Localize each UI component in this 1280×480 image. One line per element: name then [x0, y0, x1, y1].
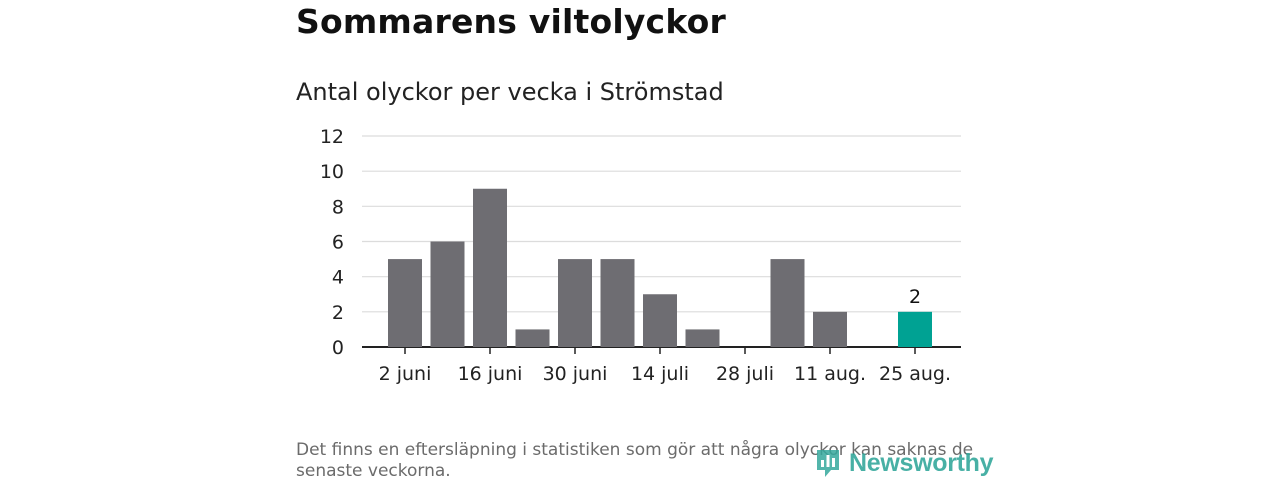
x-axis-ticks: 2 juni 16 juni 30 juni 14 juli 28 juli 11 aug…	[379, 347, 951, 385]
newsworthy-logo-text: Newsworthy	[849, 448, 994, 477]
x-tick-label: 11 aug.	[794, 363, 866, 385]
x-tick-label: 25 aug.	[879, 363, 951, 385]
y-tick-label: 6	[332, 232, 344, 254]
newsworthy-logo-icon	[817, 450, 839, 477]
chart-subtitle: Antal olyckor per vecka i Strömstad	[296, 78, 724, 106]
bars	[388, 188, 932, 347]
chart-title: Sommarens viltolyckor	[296, 2, 726, 41]
bar	[600, 259, 635, 347]
y-tick-label: 12	[320, 126, 344, 148]
x-tick-label: 14 juli	[631, 363, 689, 385]
x-tick-label: 2 juni	[379, 363, 432, 385]
x-tick-label: 30 juni	[543, 363, 608, 385]
bar	[388, 259, 422, 347]
bar	[685, 329, 720, 347]
data-labels: 2	[909, 286, 921, 308]
y-tick-label: 4	[332, 267, 344, 289]
data-label: 2	[909, 286, 921, 308]
y-tick-label: 8	[332, 196, 344, 218]
y-tick-label: 2	[332, 302, 344, 324]
bar	[473, 188, 507, 347]
newsworthy-logo[interactable]: Newsworthy	[815, 446, 994, 480]
x-tick-label: 16 juni	[458, 363, 523, 385]
bar	[515, 329, 550, 347]
bar	[430, 241, 465, 347]
y-tick-label: 10	[320, 161, 344, 183]
bar	[558, 259, 592, 347]
bar	[770, 259, 805, 347]
y-tick-label: 0	[332, 337, 344, 359]
bar-highlight	[898, 311, 932, 347]
bar	[643, 294, 677, 347]
y-axis-ticks: 0 2 4 6 8 10 12	[320, 126, 344, 359]
footnote: Det finns en eftersläpning i statistiken…	[296, 440, 974, 480]
x-tick-label: 28 juli	[716, 363, 774, 385]
bar	[813, 311, 847, 347]
